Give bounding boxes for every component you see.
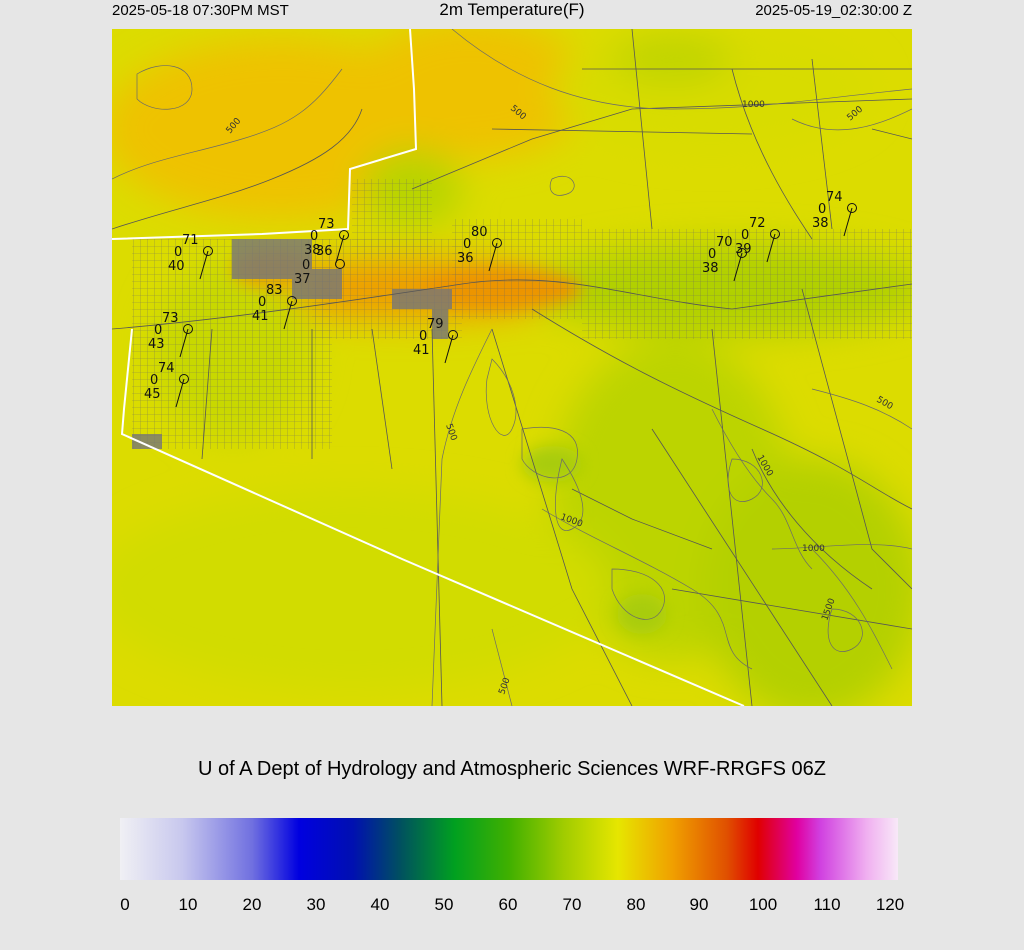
- station-dewpoint: 36: [457, 251, 474, 266]
- station-gust: 0: [463, 237, 471, 252]
- colorbar-tick-label: 90: [689, 895, 709, 914]
- station-dewpoint: 36: [316, 244, 333, 259]
- wind-barb: [843, 207, 853, 237]
- station-marker: [448, 330, 458, 340]
- station-temperature: 80: [471, 225, 488, 240]
- station-temperature: 83: [266, 283, 283, 298]
- station-marker: [770, 229, 780, 239]
- station-marker: [847, 203, 857, 213]
- station-temperature: 73: [318, 217, 335, 232]
- colorbar-tick-label: 30: [306, 895, 326, 914]
- station-marker: [287, 296, 297, 306]
- wind-barb: [335, 234, 345, 264]
- station-dewpoint: 41: [413, 343, 430, 358]
- station-gust: 0: [174, 245, 182, 260]
- station-marker: [179, 374, 189, 384]
- station-gust: 0: [310, 229, 318, 244]
- station-temperature: 73: [162, 311, 179, 326]
- station-temperature: 74: [158, 361, 175, 376]
- station-marker: [737, 248, 747, 258]
- wind-barb: [179, 328, 189, 358]
- station-dewpoint: 43: [148, 337, 165, 352]
- station-gust: 0: [419, 329, 427, 344]
- station-dewpoint: 40: [168, 259, 185, 274]
- station-gust: 0: [258, 295, 266, 310]
- station-temperature: 37: [294, 272, 311, 287]
- station-gust: 0: [741, 228, 749, 243]
- colorbar-tick-label: 70: [562, 895, 582, 914]
- station-gust: 0: [708, 247, 716, 262]
- colorbar-tick-label: 110: [813, 895, 841, 914]
- valid-time-utc: 2025-05-19_02:30:00 Z: [755, 2, 912, 19]
- political-borders: [112, 29, 745, 706]
- wind-barb: [766, 233, 776, 263]
- colorbar-tick-label: 40: [370, 895, 390, 914]
- station-temperature: 74: [826, 190, 843, 205]
- station-marker: [492, 238, 502, 248]
- colorbar-tick-label: 60: [498, 895, 518, 914]
- valid-time-local: 2025-05-18 07:30PM MST: [112, 2, 289, 19]
- colorbar-tick-label: 80: [626, 895, 646, 914]
- map-title: 2m Temperature(F): [439, 0, 585, 19]
- wind-barb: [733, 252, 743, 282]
- contour-label: 1000: [802, 544, 825, 554]
- wind-barb: [199, 250, 209, 280]
- station-dewpoint: 41: [252, 309, 269, 324]
- station-dewpoint: 39: [735, 242, 752, 257]
- station-dewpoint: 38: [702, 261, 719, 276]
- contour-label: 1000: [742, 100, 765, 110]
- station-gust: 0: [154, 323, 162, 338]
- station-marker: [203, 246, 213, 256]
- model-credit: U of A Dept of Hydrology and Atmospheric…: [197, 758, 827, 780]
- station-dewpoint: 38: [812, 216, 829, 231]
- colorbar-tick-label: 50: [434, 895, 454, 914]
- station-gust: 0: [818, 202, 826, 217]
- temperature-colorbar: [120, 818, 898, 880]
- station-marker: [183, 324, 193, 334]
- station-temperature: 71: [182, 233, 199, 248]
- station-dewpoint: 38: [304, 243, 321, 258]
- wind-barb: [444, 334, 454, 364]
- colorbar-tick-label: 10: [178, 895, 198, 914]
- station-gust: 0: [150, 373, 158, 388]
- road-network: [112, 29, 912, 706]
- temperature-map: 500 500 1000 500 500 500 1000 1000 1000 1500 500 71…: [112, 29, 912, 706]
- wind-barb: [488, 242, 498, 272]
- colorbar-tick-label: 120: [875, 895, 905, 914]
- colorbar-tick-label: 0: [120, 895, 130, 914]
- colorbar-tick-label: 20: [242, 895, 262, 914]
- elevation-contours: [112, 29, 912, 706]
- station-temperature: 79: [427, 317, 444, 332]
- colorbar-tick-label: 100: [748, 895, 778, 914]
- station-temperature: 72: [749, 216, 766, 231]
- station-marker: [339, 230, 349, 240]
- wind-barb: [175, 378, 185, 408]
- station-marker: [335, 259, 345, 269]
- wind-barb: [283, 300, 293, 330]
- station-dewpoint: 45: [144, 387, 161, 402]
- station-gust: 0: [302, 258, 310, 273]
- station-temperature: 70: [716, 235, 733, 250]
